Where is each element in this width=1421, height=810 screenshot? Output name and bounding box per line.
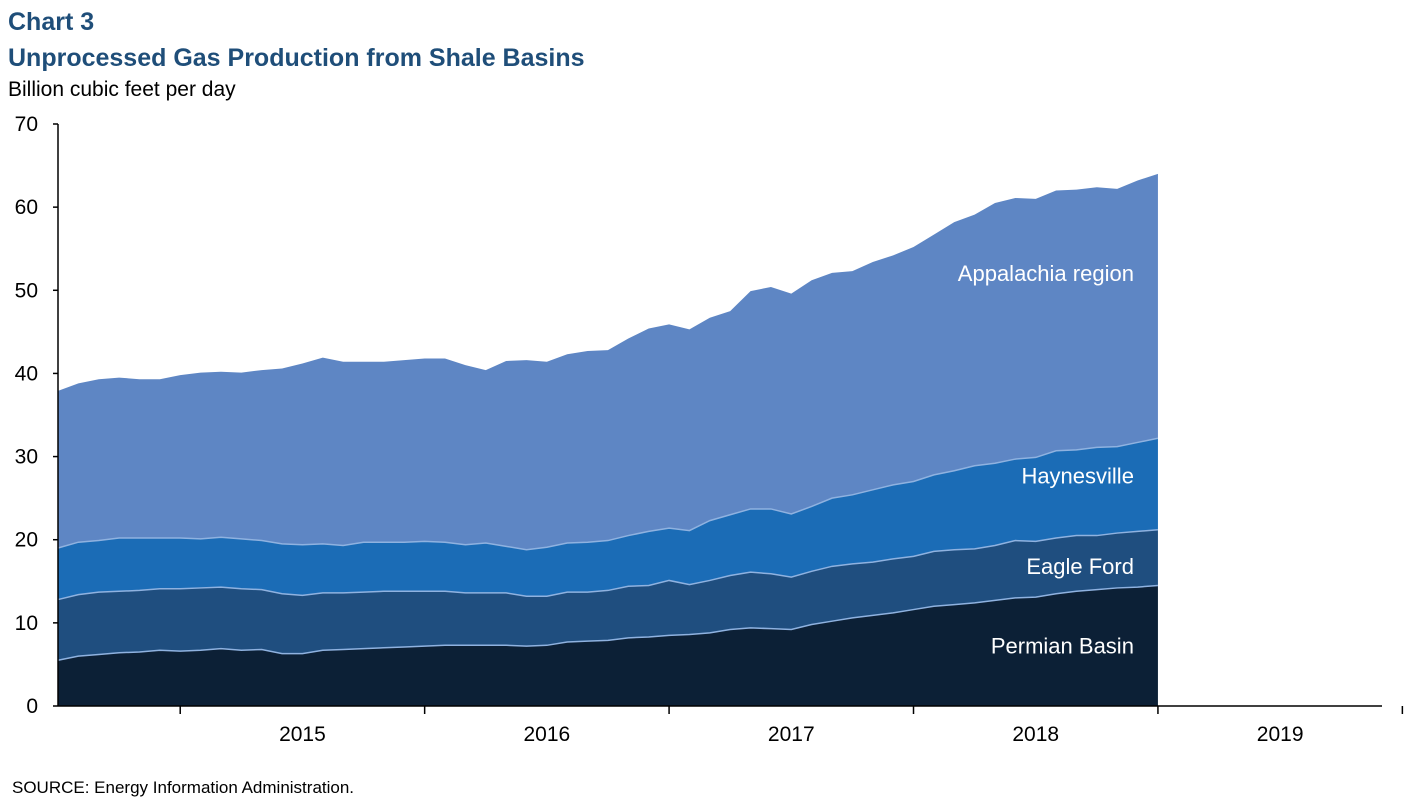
y-tick-label: 70: [15, 113, 38, 136]
x-tick-label: 2016: [524, 723, 571, 746]
y-tick-label: 0: [26, 695, 38, 718]
y-tick-label: 50: [15, 279, 38, 302]
series-labels-layer: Permian Basin Eagle Ford Haynesville Appala…: [958, 261, 1134, 659]
chart-title: Unprocessed Gas Production from Shale Ba…: [8, 44, 585, 72]
y-tick-label: 40: [15, 362, 38, 385]
y-tick-label: 10: [15, 612, 38, 635]
area-layer: [57, 173, 1159, 706]
y-axis-unit-label: Billion cubic feet per day: [8, 78, 236, 101]
series-label-haynesville: Haynesville: [1021, 464, 1134, 489]
y-tick-label: 30: [15, 446, 38, 469]
area-haynesville: [58, 438, 1158, 600]
x-tick-label: 2017: [768, 723, 815, 746]
boundary-line-eagle-ford: [57, 528, 1158, 601]
x-tick-label: 2018: [1012, 723, 1059, 746]
area-appalachia-region: [58, 173, 1158, 550]
area-eagle-ford: [58, 529, 1158, 661]
y-tick-label: 60: [15, 196, 38, 219]
area-permian-basin: [58, 585, 1158, 706]
series-label-permian-basin: Permian Basin: [991, 634, 1134, 659]
boundary-line-haynesville: [57, 437, 1159, 551]
boundary-line-permian-basin: [57, 584, 1158, 662]
stacked-area-chart: 0 10 20 30 40 50 60 70 2015 2016 2017 2018 2019 Perm…: [15, 113, 1404, 746]
series-label-appalachia-region: Appalachia region: [958, 261, 1134, 286]
axes-layer: 0 10 20 30 40 50 60 70 2015 2016 2017 2018 2019: [15, 113, 1404, 746]
series-label-eagle-ford: Eagle Ford: [1026, 554, 1134, 579]
source-note: SOURCE: Energy Information Administratio…: [12, 778, 355, 797]
x-tick-label: 2019: [1257, 723, 1304, 746]
x-tick-label: 2015: [279, 723, 326, 746]
chart-label: Chart 3: [8, 8, 95, 36]
y-tick-label: 20: [15, 529, 38, 552]
